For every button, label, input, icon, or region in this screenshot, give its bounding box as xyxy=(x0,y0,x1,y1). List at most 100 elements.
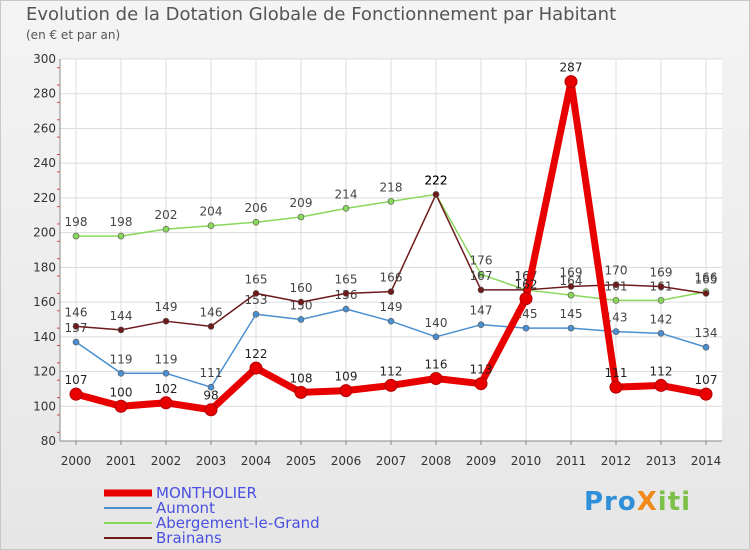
y-tick-label: 80 xyxy=(41,434,56,448)
y-tick-label: 120 xyxy=(33,365,56,379)
y-tick-label: 160 xyxy=(33,295,56,309)
data-point xyxy=(249,361,263,375)
data-label: 165 xyxy=(245,272,268,286)
data-point xyxy=(162,369,170,377)
x-tick-label: 2010 xyxy=(511,454,542,468)
x-tick-label: 2003 xyxy=(196,454,227,468)
chart-subtitle: (en € et par an) xyxy=(26,28,121,42)
data-label: 111 xyxy=(200,366,223,380)
y-tick-label: 260 xyxy=(33,121,56,135)
data-point xyxy=(564,75,578,89)
x-tick-label: 2011 xyxy=(556,454,587,468)
data-point xyxy=(294,385,308,399)
data-label: 143 xyxy=(605,311,628,325)
data-point xyxy=(207,383,215,391)
legend-swatch xyxy=(104,522,152,524)
legend-item-brainans: Brainans xyxy=(104,531,320,546)
proxiti-logo: ProXiti xyxy=(584,487,692,517)
data-point xyxy=(117,326,125,334)
y-tick-label: 100 xyxy=(33,399,56,413)
data-label: 119 xyxy=(110,352,133,366)
data-point xyxy=(297,316,305,323)
legend-swatch xyxy=(104,537,152,539)
data-label: 160 xyxy=(290,281,313,295)
legend-item-aumont: Aumont xyxy=(104,501,320,516)
data-point xyxy=(159,396,173,410)
data-point xyxy=(387,288,395,295)
data-point xyxy=(519,292,533,306)
y-tick-label: 240 xyxy=(33,156,56,170)
data-label: 108 xyxy=(290,371,313,385)
data-label: 162 xyxy=(515,278,538,292)
data-label: 218 xyxy=(380,180,403,194)
data-point xyxy=(657,330,665,337)
data-label: 169 xyxy=(560,265,583,279)
data-point xyxy=(657,297,665,304)
data-label: 107 xyxy=(65,373,88,387)
data-label: 113 xyxy=(470,363,493,377)
data-label: 169 xyxy=(650,265,673,279)
data-label: 222 xyxy=(425,173,448,187)
data-point xyxy=(72,338,80,346)
data-point xyxy=(297,298,305,306)
data-point xyxy=(522,324,530,332)
data-point xyxy=(384,378,398,392)
data-label: 166 xyxy=(695,271,718,285)
data-label: 102 xyxy=(155,382,178,396)
data-point xyxy=(654,378,668,392)
data-label: 209 xyxy=(290,196,313,210)
data-label: 204 xyxy=(200,205,223,219)
data-label: 165 xyxy=(335,272,358,286)
data-label: 122 xyxy=(245,347,268,361)
data-point xyxy=(432,191,440,198)
x-tick-label: 2000 xyxy=(61,454,92,468)
legend-label: Brainans xyxy=(156,529,222,547)
data-label: 287 xyxy=(560,61,583,75)
y-tick-label: 180 xyxy=(33,260,56,274)
data-label: 198 xyxy=(110,215,133,229)
data-point xyxy=(207,222,215,229)
data-label: 165 xyxy=(695,272,718,286)
data-label: 112 xyxy=(650,364,673,378)
x-tick-label: 2009 xyxy=(466,454,497,468)
data-label: 150 xyxy=(290,298,313,312)
data-label: 146 xyxy=(65,305,88,319)
data-point xyxy=(162,225,170,233)
data-point xyxy=(117,232,125,240)
data-point xyxy=(699,387,713,401)
y-tick-label: 140 xyxy=(33,330,56,344)
data-point xyxy=(702,343,710,351)
data-label: 202 xyxy=(155,208,178,222)
data-point xyxy=(477,271,485,278)
data-point xyxy=(297,213,305,221)
data-point xyxy=(252,290,260,297)
data-point xyxy=(432,333,440,341)
data-label: 164 xyxy=(560,274,583,288)
data-point xyxy=(72,232,80,240)
data-point xyxy=(567,283,575,290)
data-label: 149 xyxy=(155,300,178,314)
data-point xyxy=(114,399,128,413)
data-point xyxy=(387,198,395,205)
data-point xyxy=(429,371,443,385)
legend-label: MONTHOLIER xyxy=(156,484,257,502)
data-label: 142 xyxy=(650,312,673,326)
data-label: 170 xyxy=(605,264,628,278)
legend-label: Aumont xyxy=(156,499,215,517)
data-point xyxy=(567,324,575,332)
data-point xyxy=(162,317,170,325)
data-label: 134 xyxy=(695,326,718,340)
data-point xyxy=(69,387,83,401)
x-tick-label: 2001 xyxy=(106,454,137,468)
data-point xyxy=(612,281,620,289)
x-tick-label: 2014 xyxy=(691,454,722,468)
data-label: 166 xyxy=(380,271,403,285)
data-point xyxy=(612,297,620,304)
data-label: 149 xyxy=(380,300,403,314)
x-tick-label: 2005 xyxy=(286,454,317,468)
data-point xyxy=(612,328,620,335)
data-label: 206 xyxy=(245,201,268,215)
data-label: 109 xyxy=(335,370,358,384)
data-point xyxy=(474,377,488,391)
